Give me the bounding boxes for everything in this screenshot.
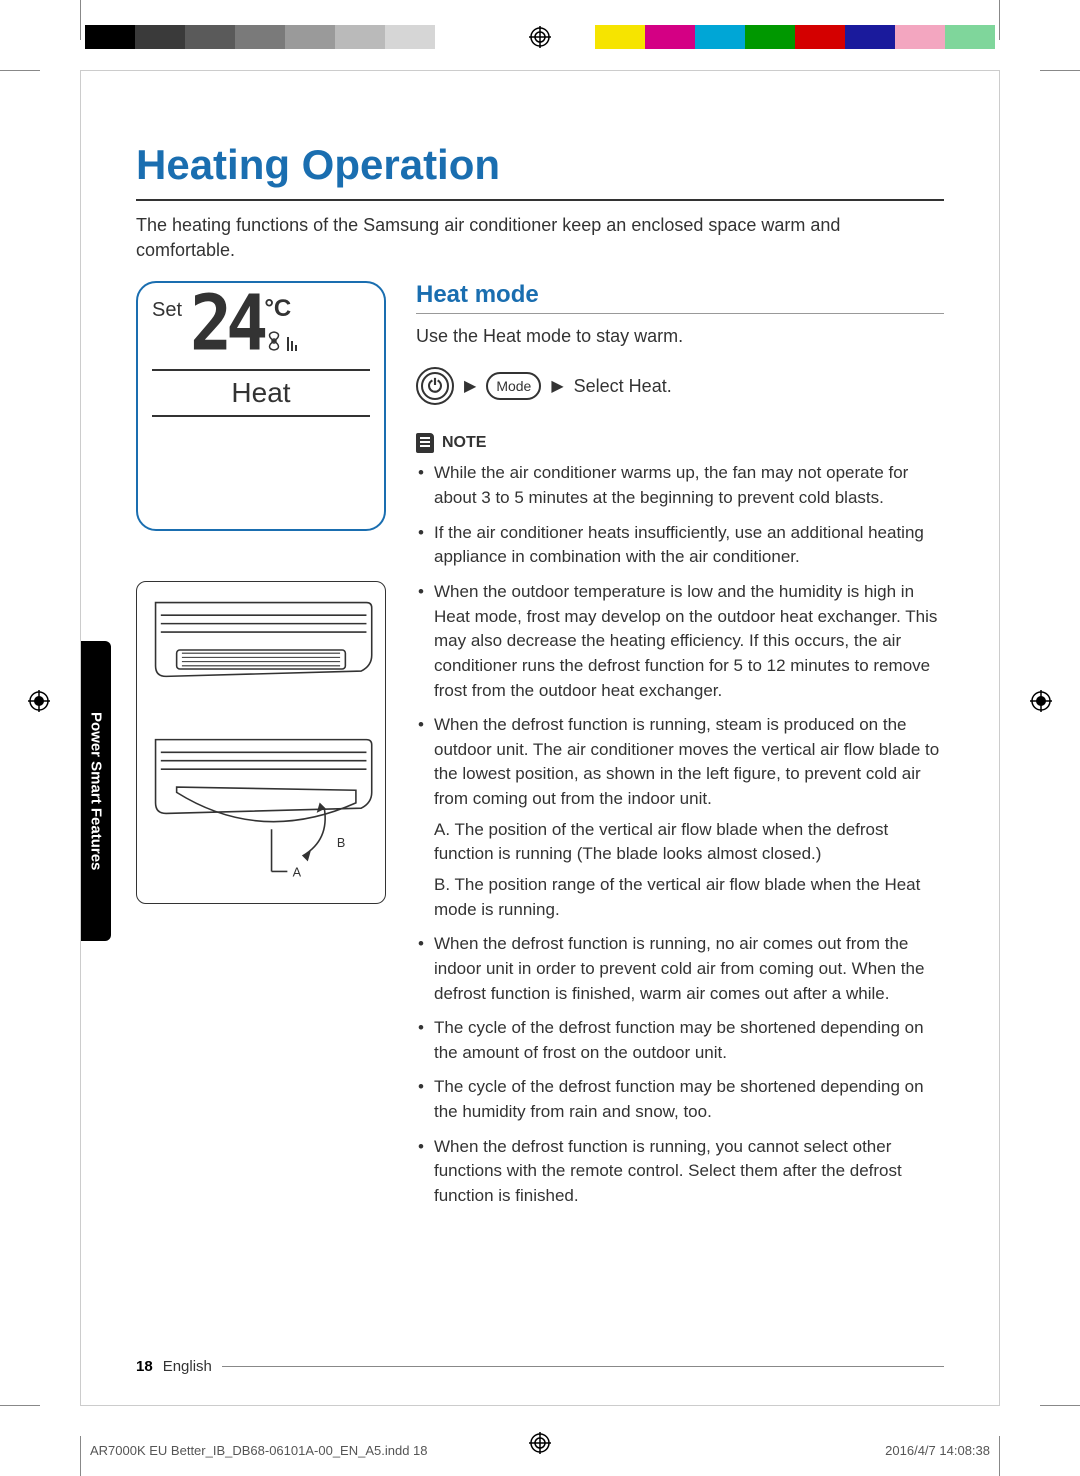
- colorbar-left: [85, 25, 435, 49]
- power-button-icon: ⏻: [416, 367, 454, 405]
- note-sub-a: A. The position of the vertical air flow…: [434, 818, 944, 867]
- note-item: When the outdoor temperature is low and …: [434, 580, 944, 703]
- slug-file: AR7000K EU Better_IB_DB68-06101A-00_EN_A…: [90, 1443, 428, 1458]
- colorbar-right: [595, 25, 995, 49]
- note-item: If the air conditioner heats insufficien…: [434, 521, 944, 570]
- page-title: Heating Operation: [136, 141, 944, 189]
- note-item: When the defrost function is running, st…: [434, 713, 944, 922]
- section-tab: Power Smart Features: [81, 641, 111, 941]
- note-item: The cycle of the defrost function may be…: [434, 1075, 944, 1124]
- arrow-icon: ▶: [551, 376, 563, 396]
- remote-mode-label: Heat: [231, 377, 290, 408]
- note-label: NOTE: [442, 434, 486, 452]
- intro-text: The heating functions of the Samsung air…: [136, 213, 944, 263]
- note-icon: [416, 433, 434, 453]
- note-item: The cycle of the defrost function may be…: [434, 1016, 944, 1065]
- note-sub-b: B. The position range of the vertical ai…: [434, 873, 944, 922]
- registration-mark-right: [1030, 690, 1052, 712]
- registration-mark-left: [28, 690, 50, 712]
- heat-mode-desc: Use the Heat mode to stay warm.: [416, 326, 944, 347]
- mode-button-icon: Mode: [486, 372, 541, 400]
- section-tab-label: Power Smart Features: [88, 712, 105, 870]
- page-footer: 18 English: [136, 1358, 944, 1375]
- remote-set-label: Set: [152, 299, 182, 322]
- remote-temp-value: 24: [190, 293, 262, 355]
- figure-label-a: A: [293, 866, 302, 880]
- print-slug: AR7000K EU Better_IB_DB68-06101A-00_EN_A…: [90, 1443, 990, 1458]
- arrow-icon: ▶: [464, 376, 476, 396]
- figure-label-b: B: [337, 837, 345, 851]
- note-item: When the defrost function is running, yo…: [434, 1135, 944, 1209]
- indoor-unit-figure: B A: [136, 581, 386, 903]
- note-heading: NOTE: [416, 433, 944, 453]
- remote-unit: °C: [264, 295, 291, 323]
- note-item: When the defrost function is running, no…: [434, 932, 944, 1006]
- remote-display-figure: Set 24 °C: [136, 281, 386, 531]
- note-list: While the air conditioner warms up, the …: [416, 461, 944, 1208]
- page-frame: Power Smart Features Heating Operation T…: [80, 70, 1000, 1406]
- registration-mark-top: [529, 26, 551, 48]
- select-heat-text: Select Heat.: [574, 376, 672, 397]
- page-language: English: [163, 1358, 212, 1375]
- fan-icon: [264, 329, 298, 361]
- page-number: 18: [136, 1358, 153, 1375]
- title-rule: [136, 199, 944, 201]
- slug-timestamp: 2016/4/7 14:08:38: [885, 1443, 990, 1458]
- heat-mode-heading: Heat mode: [416, 281, 944, 314]
- note-item: While the air conditioner warms up, the …: [434, 461, 944, 510]
- operation-steps: ⏻ ▶ Mode ▶ Select Heat.: [416, 367, 944, 405]
- footer-rule: [222, 1366, 944, 1367]
